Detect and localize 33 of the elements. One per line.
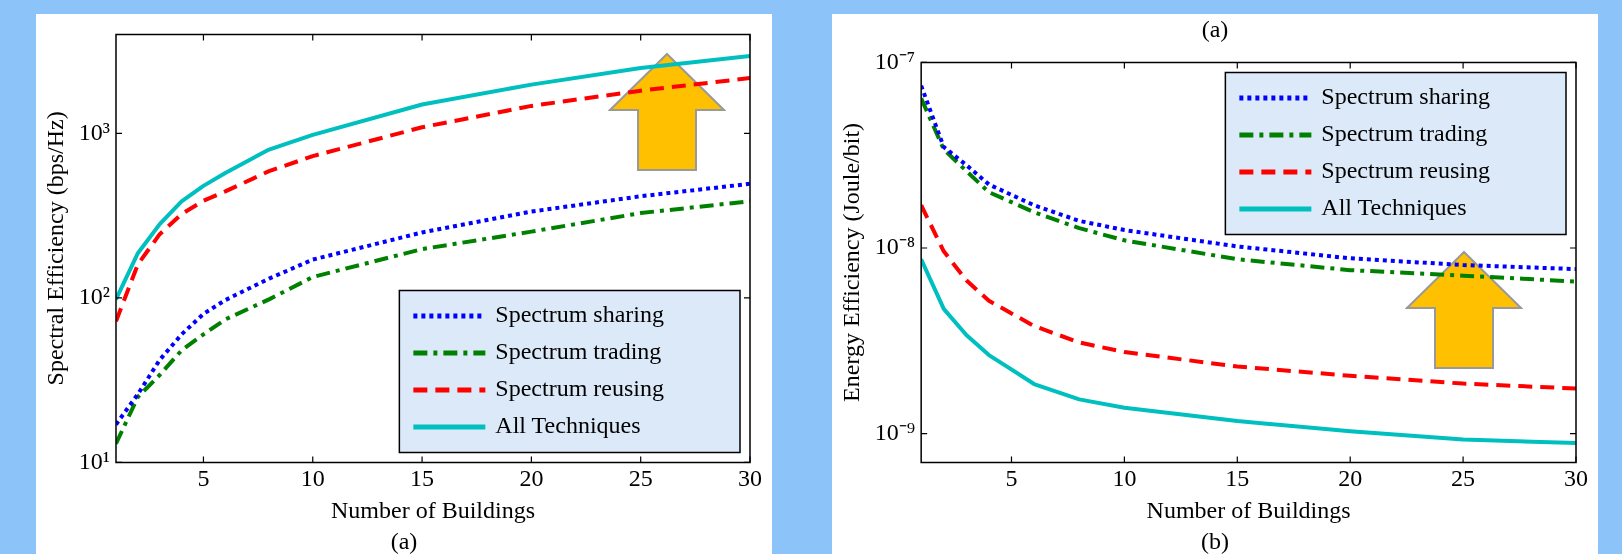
x-tick-label: 25 xyxy=(1451,465,1476,492)
y-tick-label: 10⁻⁹ xyxy=(874,418,916,445)
legend-label: All Techniques xyxy=(495,412,641,439)
y-axis-title: Spectral Efficiency (bps/Hz) xyxy=(41,111,68,386)
chart-title: (a) xyxy=(1200,16,1230,42)
legend-label: Spectrum reusing xyxy=(1321,157,1491,184)
y-tick-label: 10² xyxy=(78,283,110,310)
y-tick-label: 10⁻⁷ xyxy=(874,47,916,74)
legend-label: Spectrum trading xyxy=(1321,120,1488,147)
x-tick-label: 25 xyxy=(628,465,653,492)
y-axis-title: Energy Efficiency (Joule/bit) xyxy=(837,122,864,402)
text: (b) xyxy=(1200,528,1230,554)
x-tick-label: 30 xyxy=(1564,465,1588,492)
x-tick-label: 15 xyxy=(1225,465,1250,492)
x-axis-title: Number of Buildings xyxy=(331,496,535,523)
legend-label: Spectrum sharing xyxy=(1321,83,1491,110)
legend-label: Spectrum sharing xyxy=(495,301,665,328)
legend-label: Spectrum trading xyxy=(495,338,662,365)
x-tick-label: 20 xyxy=(519,465,544,492)
y-tick-label: 10¹ xyxy=(78,447,110,474)
x-tick-label: 20 xyxy=(1338,465,1363,492)
x-tick-label: 10 xyxy=(1112,465,1137,492)
text: (a) xyxy=(389,528,419,554)
x-tick-label: 5 xyxy=(197,465,210,492)
x-tick-label: 30 xyxy=(738,465,762,492)
x-axis-title: Number of Buildings xyxy=(1146,496,1351,523)
x-tick-label: 10 xyxy=(300,465,325,492)
legend-label: Spectrum reusing xyxy=(495,375,665,402)
x-tick-label: 5 xyxy=(1005,465,1018,492)
x-tick-label: 15 xyxy=(410,465,435,492)
y-tick-label: 10⁻⁸ xyxy=(874,233,916,260)
y-tick-label: 10³ xyxy=(78,118,110,145)
legend-label: All Techniques xyxy=(1321,194,1467,221)
